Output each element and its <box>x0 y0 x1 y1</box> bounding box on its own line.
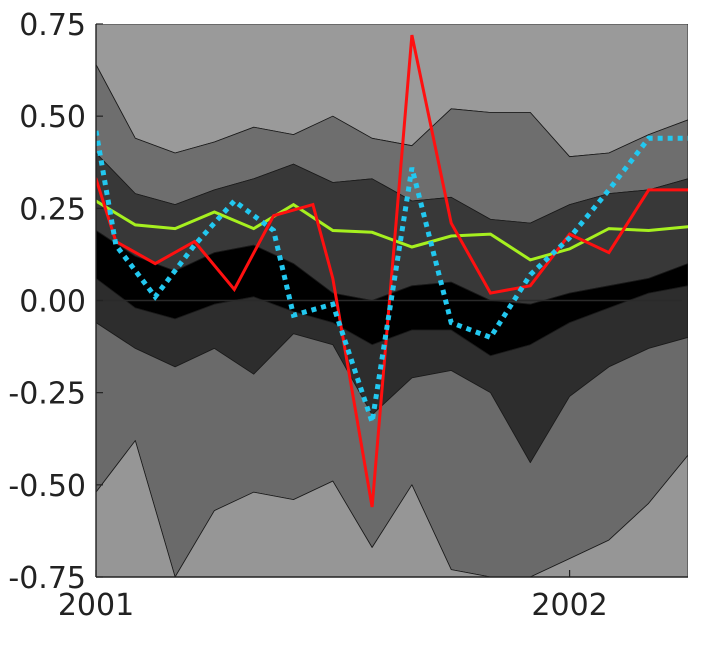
y-tick-label: -0.25 <box>8 377 86 412</box>
y-tick-label: -0.50 <box>8 469 86 504</box>
y-tick-label: 0.00 <box>19 285 86 320</box>
y-tick-label: 0.75 <box>19 8 86 43</box>
fan-bands <box>96 24 688 577</box>
x-tick-label: 2001 <box>58 588 134 623</box>
x-tick-label: 2002 <box>531 588 607 623</box>
band-outer-upper <box>96 24 688 158</box>
axes <box>95 23 688 578</box>
band-outer-lower <box>96 440 688 577</box>
green-series <box>96 199 688 262</box>
y-tick-label: 0.25 <box>19 192 86 227</box>
cyan-series <box>96 130 688 423</box>
red-series <box>96 34 688 508</box>
y-tick-label: -0.75 <box>8 561 86 596</box>
y-tick-label: 0.50 <box>19 100 86 135</box>
series-lines <box>96 34 688 508</box>
